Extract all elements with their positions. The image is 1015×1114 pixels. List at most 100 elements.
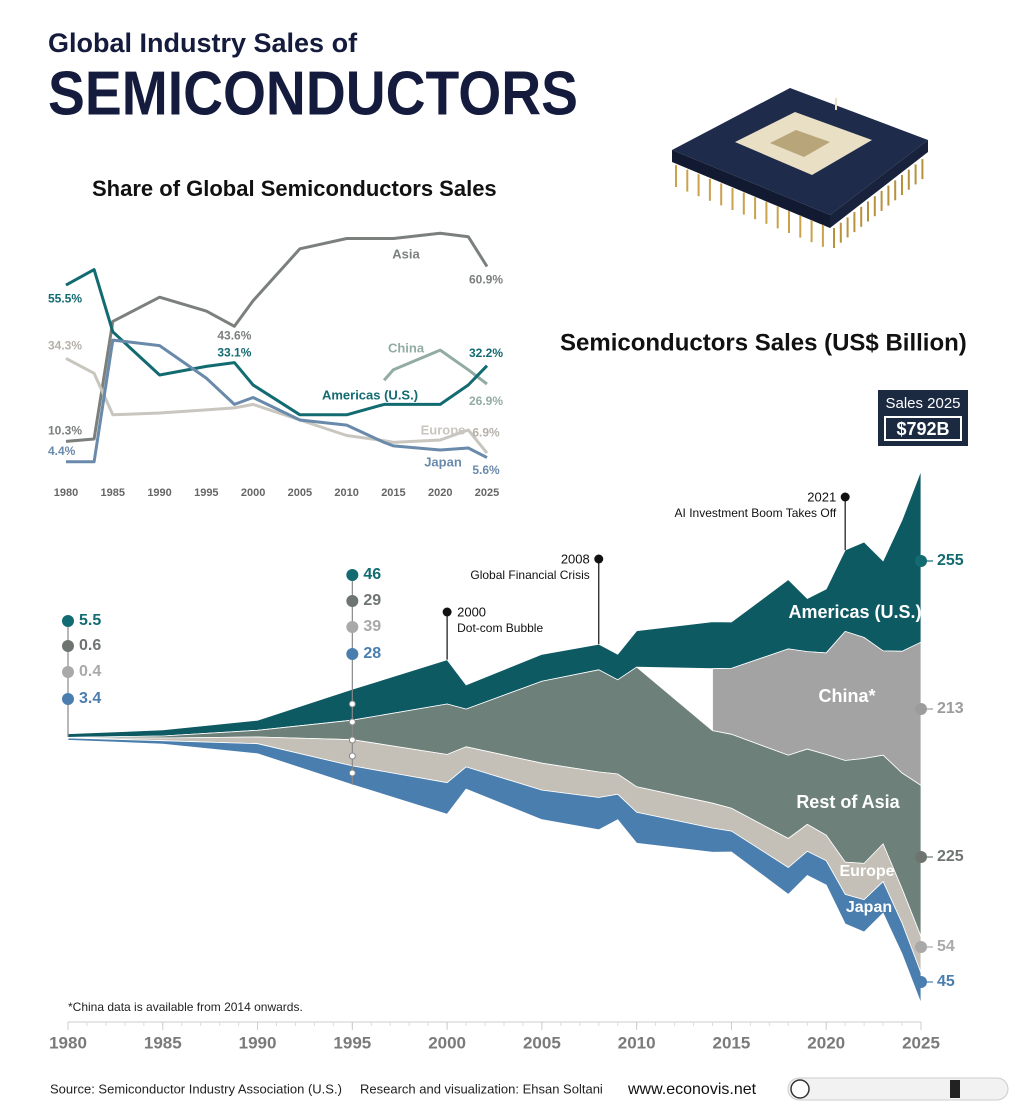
value-label: 32.2% [469, 346, 503, 360]
annotation-text: AI Investment Boom Takes Off [675, 506, 837, 520]
label-dot [62, 693, 74, 705]
annotation-dot [442, 607, 452, 617]
website: www.econovis.net [627, 1081, 757, 1098]
leader-node [348, 718, 356, 726]
value-label: 3.4 [79, 690, 101, 707]
label-dot [915, 555, 927, 567]
callout-value-inner [886, 418, 960, 439]
layer-label: Rest of Asia [796, 792, 900, 812]
label-dot [346, 595, 359, 607]
x-tick-label: 2015 [381, 487, 405, 499]
series-label: Americas (U.S.) [322, 387, 418, 402]
label-dot [62, 666, 74, 678]
x-tick-label: 2020 [807, 1033, 845, 1052]
share-line [65, 268, 489, 417]
annotation-text: Global Financial Crisis [470, 568, 589, 582]
layer-label: Europe [839, 863, 894, 880]
x-tick-label: 1990 [239, 1033, 277, 1052]
main-title: SEMICONDUCTORS [48, 59, 578, 128]
value-label: 60.9% [469, 273, 503, 287]
stream-layer [67, 737, 922, 1004]
annotation-year: 2000 [457, 604, 486, 619]
share-line [65, 357, 489, 455]
chip-side [672, 150, 830, 228]
x-tick-label: 2015 [713, 1033, 751, 1052]
annotation-text: Dot-com Bubble [457, 621, 543, 635]
value-label: 5.6% [472, 463, 500, 477]
nav-widget [787, 1077, 1009, 1101]
x-tick-label: 1995 [194, 487, 218, 499]
label-dot [915, 851, 927, 863]
value-label: 55.5% [48, 291, 82, 305]
annotation-year: 2008 [561, 551, 590, 566]
line-chart-title: Share of Global Semiconductors Sales [92, 176, 497, 201]
label-dot [915, 941, 927, 953]
value-label: 4.4% [48, 444, 76, 458]
value-label: 54 [937, 938, 955, 955]
footnote: *China data is available from 2014 onwar… [68, 1000, 303, 1014]
kicker: Global Industry Sales of [48, 28, 358, 58]
value-label: 46 [363, 566, 381, 583]
chip-die [770, 130, 830, 157]
label-dot [62, 640, 74, 652]
layer-label: Americas (U.S.) [788, 602, 921, 622]
label-dot [346, 621, 359, 633]
value-label: 6.9% [472, 425, 500, 439]
x-tick-label: 2025 [475, 487, 499, 499]
widget-icon [790, 1079, 810, 1099]
x-tick-label: 2000 [428, 1033, 466, 1052]
x-tick-label: 2000 [241, 487, 265, 499]
x-tick-label: 2020 [428, 487, 452, 499]
leader-node [348, 700, 356, 708]
x-tick-label: 2005 [523, 1033, 561, 1052]
value-label: 255 [937, 552, 964, 569]
source: Source: Semiconductor Industry Associati… [50, 1081, 342, 1096]
value-label: 28 [363, 645, 381, 662]
value-label: 33.1% [217, 346, 251, 360]
value-label: 0.6 [79, 637, 101, 654]
widget-bar [787, 1077, 1009, 1101]
x-tick-label: 2010 [618, 1033, 656, 1052]
value-label: 45 [937, 973, 955, 990]
value-label: 26.9% [469, 394, 503, 408]
share-line [382, 348, 488, 386]
chip-pins [675, 159, 924, 248]
sales-callout: Sales 2025 $792B [878, 390, 968, 446]
x-tick-label: 2010 [334, 487, 358, 499]
label-dot [915, 703, 927, 715]
value-label: 39 [363, 618, 381, 635]
x-tick-label: 1985 [101, 487, 125, 499]
annotation-dot [840, 492, 850, 502]
value-label: 0.4 [79, 663, 101, 680]
label-dot [915, 976, 927, 988]
chip-side [830, 140, 928, 228]
label-dot [62, 615, 74, 627]
label-dot [346, 569, 359, 581]
series-label: China [388, 340, 425, 355]
callout-value: $792B [896, 419, 949, 439]
leader-node [348, 736, 356, 744]
value-label: 5.5 [79, 612, 101, 629]
value-label: 29 [363, 592, 381, 609]
credit: Research and visualization: Ehsan Soltan… [360, 1081, 603, 1096]
series-label: Japan [424, 454, 462, 469]
value-label: 34.3% [48, 339, 82, 353]
annotation-year: 2021 [807, 489, 836, 504]
leader-node [348, 769, 356, 777]
leader-node [348, 752, 356, 760]
value-label: 10.3% [48, 424, 82, 438]
x-tick-label: 1980 [49, 1033, 87, 1052]
annotation-dot [594, 554, 604, 564]
x-tick-label: 1990 [147, 487, 171, 499]
x-tick-label: 1985 [144, 1033, 182, 1052]
x-tick-label: 1980 [54, 487, 78, 499]
x-tick-label: 2025 [902, 1033, 940, 1052]
label-dot [346, 648, 359, 660]
value-label: 213 [937, 700, 964, 717]
share-line [66, 338, 488, 464]
series-label: Asia [392, 246, 420, 261]
layer-label: Japan [846, 899, 892, 916]
x-tick-label: 1995 [333, 1033, 371, 1052]
value-label: 225 [937, 848, 964, 865]
